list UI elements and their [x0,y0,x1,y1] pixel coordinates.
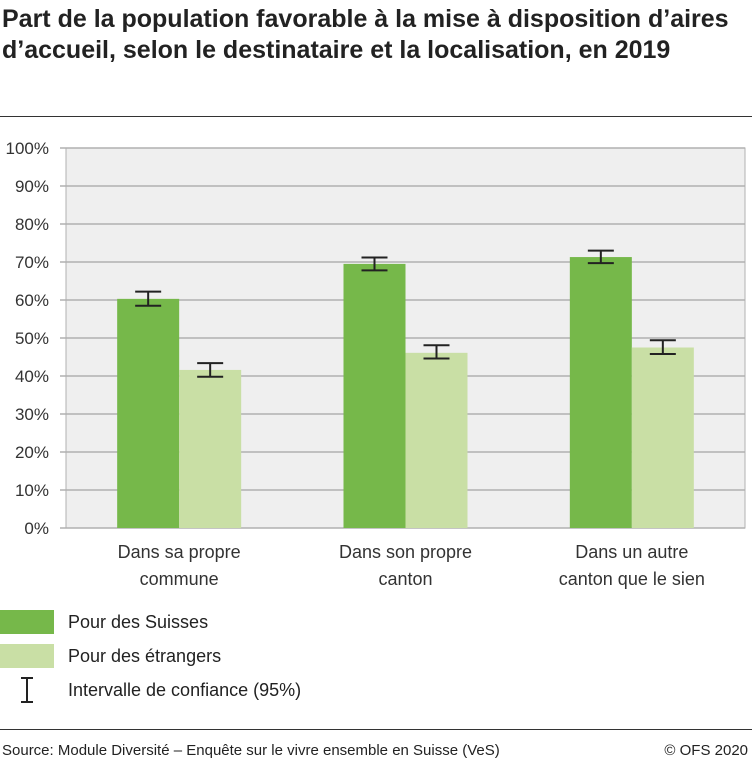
source-note: Source: Module Diversité – Enquête sur l… [2,742,500,759]
bar [569,257,632,528]
legend-label: Pour des étrangers [68,645,222,666]
y-tick-label: 100% [6,139,49,158]
x-category-label: Dans sa propre [118,542,241,562]
x-category-label: canton [378,569,432,589]
error-bar [361,256,388,272]
y-tick-label: 90% [15,177,49,196]
bar-chart: 0% 10% 20% 30% 40% 50% 60% 70% 80% 90% 100% Dans sa… [6,139,746,589]
error-bar [649,339,676,355]
y-tick-label: 50% [15,329,49,348]
bottom-divider [0,729,752,730]
bar [179,369,242,528]
bar [631,347,694,528]
bar [405,352,468,528]
legend-swatch-etrangers [0,644,54,668]
y-tick-label: 80% [15,215,49,234]
y-tick-label: 70% [15,253,49,272]
legend-item-ci: Intervalle de confiance (95%) [0,676,301,704]
x-category-label: Dans son propre [339,542,472,562]
y-tick-label: 30% [15,405,49,424]
y-tick-label: 0% [24,519,49,538]
legend-label: Pour des Suisses [68,611,209,632]
legend-label: Intervalle de confiance (95%) [68,679,302,700]
copyright: © OFS 2020 [664,742,748,759]
x-category-label: canton que le sien [559,569,705,589]
x-category-label: Dans un autre [575,542,688,562]
error-bar [135,290,162,307]
error-bar-icon [0,677,54,703]
y-tick-label: 10% [15,481,49,500]
error-bar [587,249,614,265]
error-bar [197,362,224,378]
y-tick-label: 40% [15,367,49,386]
top-divider [0,116,752,117]
error-bar [423,344,450,360]
legend-item-etrangers: Pour des étrangers [0,642,221,670]
legend-swatch-suisses [0,610,54,634]
legend-item-suisses: Pour des Suisses [0,608,208,636]
x-category-label: commune [140,569,219,589]
bar [117,298,180,528]
y-tick-label: 60% [15,291,49,310]
chart-title: Part de la population favorable à la mis… [2,5,729,64]
bar [343,263,406,528]
y-tick-label: 20% [15,443,49,462]
